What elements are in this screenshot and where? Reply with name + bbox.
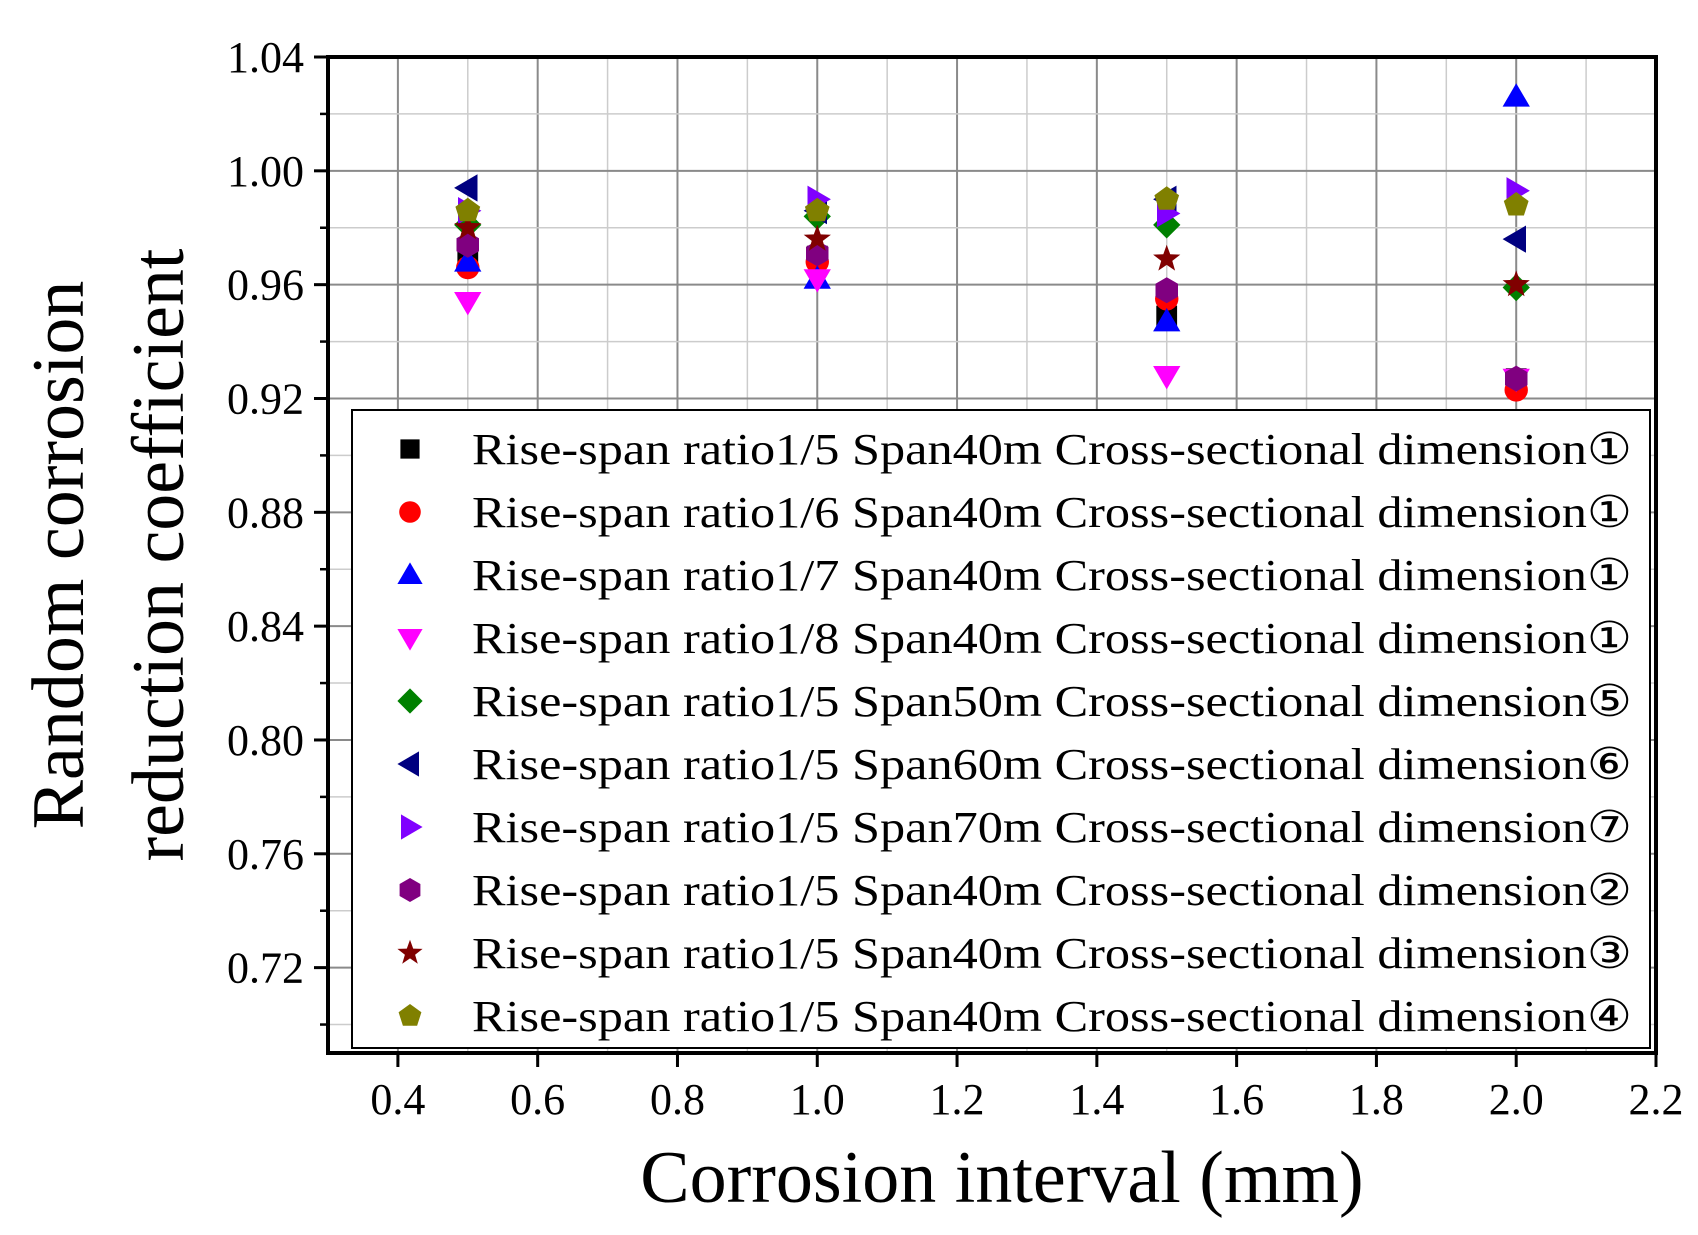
legend-label: Rise-span ratio1/5 Span60m Cross-section… [472, 740, 1632, 789]
y-axis-title: Random corrosion reduction coefficient [18, 248, 200, 861]
data-point [454, 292, 482, 316]
legend-marker [400, 439, 420, 459]
x-tick-label: 2.0 [1489, 1075, 1544, 1124]
x-tick-label: 1.0 [790, 1075, 845, 1124]
data-points [454, 83, 1530, 402]
legend-label: Rise-span ratio1/5 Span70m Cross-section… [472, 803, 1632, 852]
series-6 [454, 174, 1526, 253]
x-tick-label: 1.8 [1349, 1075, 1404, 1124]
data-point [1502, 225, 1526, 253]
y-tick-label: 0.92 [227, 374, 304, 423]
legend-item: Rise-span ratio1/5 Span40m Cross-section… [397, 929, 1632, 978]
plot-frame [326, 55, 1658, 1055]
legend-label: Rise-span ratio1/8 Span40m Cross-section… [472, 614, 1632, 663]
data-point [1153, 308, 1181, 332]
legend-marker [399, 878, 421, 902]
legend-item: Rise-span ratio1/5 Span60m Cross-section… [397, 740, 1632, 789]
y-axis-title-line-1: Random corrosion [18, 281, 100, 830]
legend-marker [397, 629, 423, 651]
data-point [1502, 270, 1530, 297]
legend-marker [397, 688, 423, 714]
data-point [1503, 192, 1529, 216]
data-point [1505, 365, 1528, 392]
axis-ticks: 0.4 0.6 0.8 1.0 1.2 1.4 1.6 1.8 2.0 2.2 0.72 0.76 0.… [227, 33, 1684, 1124]
series-7 [458, 177, 1530, 228]
y-tick-label: 1.04 [227, 33, 304, 82]
y-tick-label: 0.72 [227, 944, 304, 993]
legend: Rise-span ratio1/5 Span40m Cross-section… [351, 409, 1651, 1049]
data-point [456, 231, 479, 258]
series-2 [456, 250, 1528, 402]
data-point [804, 197, 830, 222]
data-point [454, 248, 482, 272]
legend-label: Rise-span ratio1/5 Span40m Cross-section… [472, 929, 1632, 978]
series-10 [455, 186, 1529, 222]
legend-label: Rise-span ratio1/7 Span40m Cross-section… [472, 551, 1632, 600]
data-point [1502, 83, 1530, 107]
legend-marker [397, 939, 423, 964]
legend-marker [399, 501, 421, 523]
x-axis-title: Corrosion interval (mm) [640, 1137, 1363, 1219]
series-9 [454, 213, 1530, 297]
y-tick-label: 0.88 [227, 488, 304, 537]
data-point [454, 174, 478, 202]
x-tick-label: 2.2 [1629, 1075, 1684, 1124]
series-1 [457, 245, 1527, 389]
legend-marker [397, 751, 419, 777]
legend-item: Rise-span ratio1/5 Span40m Cross-section… [398, 992, 1632, 1041]
legend-label: Rise-span ratio1/5 Span40m Cross-section… [472, 866, 1632, 915]
x-tick-label: 0.4 [370, 1075, 425, 1124]
data-point [1154, 186, 1180, 210]
x-tick-label: 0.8 [650, 1075, 705, 1124]
x-tick-label: 1.4 [1069, 1075, 1124, 1124]
x-tick-label: 1.6 [1209, 1075, 1264, 1124]
legend-item: Rise-span ratio1/6 Span40m Cross-section… [399, 488, 1632, 537]
data-point [455, 197, 481, 222]
series-4 [454, 269, 1530, 393]
data-point [803, 224, 831, 251]
legend-label: Rise-span ratio1/6 Span40m Cross-section… [472, 488, 1632, 537]
series-3 [454, 83, 1530, 332]
data-point [454, 213, 482, 240]
legend-label: Rise-span ratio1/5 Span40m Cross-section… [472, 425, 1632, 474]
data-point [803, 269, 831, 293]
data-point [1153, 244, 1181, 271]
y-tick-label: 1.00 [227, 147, 304, 196]
series-8 [456, 231, 1528, 392]
y-tick-label: 0.76 [227, 830, 304, 879]
data-point [1153, 366, 1181, 390]
legend-marker [398, 1004, 422, 1026]
legend-box [351, 409, 1651, 1049]
legend-marker [397, 562, 423, 584]
legend-item: Rise-span ratio1/5 Span40m Cross-section… [399, 866, 1632, 915]
x-tick-label: 0.6 [510, 1075, 565, 1124]
legend-item: Rise-span ratio1/5 Span50m Cross-section… [397, 677, 1632, 726]
data-point [1155, 277, 1178, 304]
legend-item: Rise-span ratio1/5 Span40m Cross-section… [400, 425, 1632, 474]
y-axis-title-line-2: reduction coefficient [118, 248, 200, 861]
legend-item: Rise-span ratio1/8 Span40m Cross-section… [397, 614, 1632, 663]
series-5 [454, 202, 1530, 302]
y-tick-label: 0.80 [227, 716, 304, 765]
x-tick-label: 1.2 [930, 1075, 985, 1124]
legend-label: Rise-span ratio1/5 Span50m Cross-section… [472, 677, 1632, 726]
legend-item: Rise-span ratio1/7 Span40m Cross-section… [397, 551, 1632, 600]
y-tick-label: 0.84 [227, 602, 304, 651]
y-tick-label: 0.96 [227, 261, 304, 310]
legend-item: Rise-span ratio1/5 Span70m Cross-section… [401, 803, 1632, 852]
legend-marker [401, 814, 423, 840]
legend-label: Rise-span ratio1/5 Span40m Cross-section… [472, 992, 1632, 1041]
